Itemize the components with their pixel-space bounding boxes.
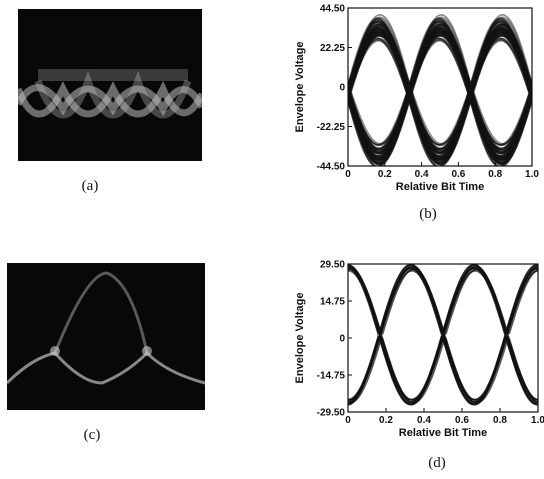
trace-0 (348, 26, 532, 93)
trace-1 (348, 93, 532, 156)
trace-1 (348, 97, 532, 162)
y-tick-label: -14.75 (317, 371, 346, 382)
trace-0 (348, 37, 532, 94)
trace-1 (348, 334, 538, 401)
trace-1 (348, 88, 532, 151)
trace-1 (348, 90, 532, 161)
trace-0 (348, 13, 532, 91)
caption-d: (d) (428, 455, 446, 471)
trace-0 (348, 21, 532, 91)
eye-traces (348, 264, 538, 406)
x-tick-label: 0 (345, 169, 351, 180)
trace-0 (348, 34, 532, 96)
trace-1 (348, 85, 532, 159)
trace-1 (348, 90, 532, 158)
y-tick-label: 22.25 (320, 43, 345, 54)
trace-0 (348, 23, 532, 90)
caption-b: (b) (419, 206, 437, 222)
trace-1 (348, 87, 532, 146)
y-tick-label: 0 (339, 83, 345, 94)
x-tick-label: 0.8 (493, 415, 507, 426)
trace-1 (348, 335, 538, 403)
eye-traces (348, 13, 532, 166)
trace-0 (348, 28, 532, 92)
x-tick-label: 1.0 (525, 169, 539, 180)
trace-0 (348, 266, 538, 333)
trace-1 (348, 337, 538, 404)
x-tick-label: 0.6 (451, 169, 465, 180)
trace-0 (348, 17, 532, 91)
eye-trace-c (7, 271, 205, 385)
caption-a: (a) (81, 178, 99, 194)
trace-1 (348, 89, 532, 166)
trace-1 (348, 88, 532, 147)
eye-trace-a (18, 70, 202, 119)
y-tick-label: 44.50 (320, 4, 345, 15)
oscilloscope-image-a (18, 9, 202, 161)
trace-1 (348, 85, 532, 153)
x-tick-label: 0.2 (378, 169, 392, 180)
y-tick-label: -22.25 (317, 122, 346, 133)
trace-0 (348, 19, 532, 94)
caption-c: (c) (83, 427, 101, 443)
y-tick-label: -44.50 (317, 162, 346, 173)
trace-0 (348, 37, 532, 96)
trace-0 (348, 16, 532, 93)
trace-0 (348, 34, 532, 94)
trace-0 (348, 39, 532, 99)
trace-0 (348, 35, 532, 99)
trace-1 (348, 92, 532, 150)
trace-0 (348, 34, 532, 92)
chart-d: 29.50 14.75 0 -14.75 -29.50 0 0.2 0.4 0.6 0.8 1.0 R… (280, 250, 544, 450)
trace-0 (348, 33, 532, 96)
trace-1 (348, 88, 532, 151)
trace-0 (348, 39, 532, 100)
y-axis-label: Envelope Voltage (294, 42, 306, 133)
chart-b: 44.50 22.25 0 -22.25 -44.50 0 0.2 0.4 0.6 0.8 1.0 R… (280, 0, 544, 230)
x-axis-label: Relative Bit Time (399, 427, 487, 439)
trace-1 (348, 91, 532, 151)
x-tick-label: 0.6 (455, 415, 469, 426)
x-tick-label: 0.4 (417, 415, 431, 426)
trace-1 (348, 90, 532, 164)
x-tick-label: 1.0 (531, 415, 544, 426)
x-tick-label: 0.2 (379, 415, 393, 426)
y-tick-label: 14.75 (320, 297, 345, 308)
y-tick-label: 29.50 (320, 260, 345, 271)
trace-0 (348, 34, 532, 95)
trace-0 (348, 33, 532, 99)
oscilloscope-image-c (7, 263, 205, 410)
trace-1 (348, 90, 532, 149)
x-tick-label: 0 (345, 415, 351, 426)
y-tick-label: -29.50 (317, 408, 346, 419)
trace-1 (348, 85, 532, 145)
trace-0 (348, 30, 532, 89)
trace-1 (348, 88, 532, 154)
trace-0 (348, 31, 532, 96)
y-axis-label: Envelope Voltage (294, 293, 306, 384)
trace-0 (348, 20, 532, 90)
x-axis-label: Relative Bit Time (396, 181, 484, 193)
x-tick-label: 0.4 (415, 169, 429, 180)
trace-1 (348, 87, 532, 146)
y-tick-label: 0 (339, 334, 345, 345)
trace-0 (348, 37, 532, 97)
trace-0 (348, 33, 532, 94)
x-tick-label: 0.8 (488, 169, 502, 180)
trace-1 (348, 87, 532, 151)
trace-1 (348, 88, 532, 146)
